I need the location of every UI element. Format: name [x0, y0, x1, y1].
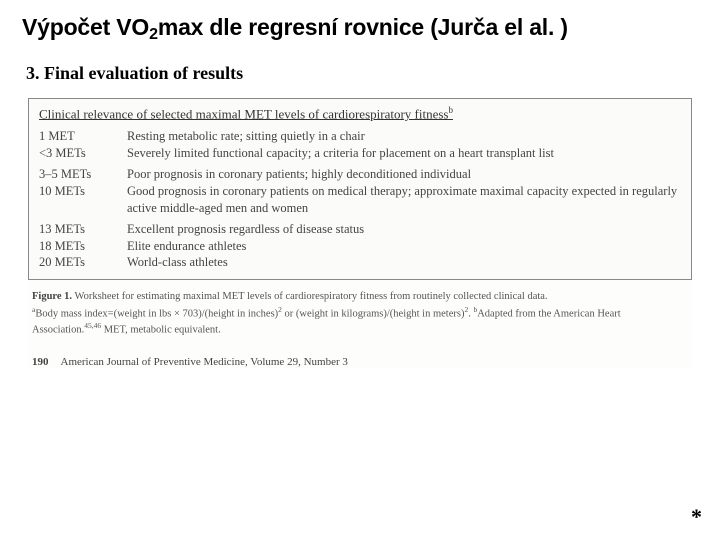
met-description: Resting metabolic rate; sitting quietly … — [127, 128, 681, 145]
table-row: 13 METsExcellent prognosis regardless of… — [39, 217, 681, 238]
table-row: 20 METsWorld-class athletes — [39, 254, 681, 271]
table-row: 3–5 METsPoor prognosis in coronary patie… — [39, 162, 681, 183]
figure-caption: Figure 1. Worksheet for estimating maxim… — [32, 290, 688, 338]
met-level: 3–5 METs — [39, 162, 127, 183]
met-description: Good prognosis in coronary patients on m… — [127, 183, 681, 217]
table-row: 1 METResting metabolic rate; sitting qui… — [39, 128, 681, 145]
met-level: <3 METs — [39, 145, 127, 162]
table-title-sup: b — [448, 105, 453, 115]
table-row: <3 METsSeverely limited functional capac… — [39, 145, 681, 162]
caption-t3: or (weight in kilograms)/(height in mete… — [282, 308, 465, 319]
met-description: Elite endurance athletes — [127, 238, 681, 255]
met-levels-table: 1 METResting metabolic rate; sitting qui… — [39, 128, 681, 271]
met-description: Severely limited functional capacity; a … — [127, 145, 681, 162]
caption-t2: Body mass index=(weight in lbs × 703)/(h… — [35, 308, 278, 319]
met-level: 10 METs — [39, 183, 127, 217]
footnote-asterisk: * — [691, 504, 702, 530]
scanned-figure: Clinical relevance of selected maximal M… — [28, 98, 692, 368]
table-row: 10 METsGood prognosis in coronary patien… — [39, 183, 681, 217]
slide-title: Výpočet VO2max dle regresní rovnice (Jur… — [22, 14, 698, 41]
met-level: 13 METs — [39, 217, 127, 238]
title-post: max dle regresní rovnice (Jurča el al. ) — [158, 14, 568, 40]
met-level: 20 METs — [39, 254, 127, 271]
title-sub: 2 — [149, 26, 158, 43]
met-description: World-class athletes — [127, 254, 681, 271]
title-pre: Výpočet VO — [22, 14, 149, 40]
met-description: Excellent prognosis regardless of diseas… — [127, 217, 681, 238]
journal-page: 190 — [32, 356, 49, 368]
journal-text: American Journal of Preventive Medicine,… — [61, 356, 348, 368]
met-level: 18 METs — [39, 238, 127, 255]
caption-label: Figure 1. — [32, 291, 72, 302]
caption-t1: Worksheet for estimating maximal MET lev… — [72, 291, 548, 302]
caption-t6: MET, metabolic equivalent. — [101, 325, 221, 336]
table-title: Clinical relevance of selected maximal M… — [39, 105, 681, 122]
journal-footer: 190 American Journal of Preventive Medici… — [32, 356, 688, 368]
caption-refs: 45,46 — [84, 321, 101, 330]
slide: Výpočet VO2max dle regresní rovnice (Jur… — [0, 0, 720, 540]
clinical-relevance-table: Clinical relevance of selected maximal M… — [28, 98, 692, 280]
table-row: 18 METsElite endurance athletes — [39, 238, 681, 255]
met-level: 1 MET — [39, 128, 127, 145]
table-title-text: Clinical relevance of selected maximal M… — [39, 106, 448, 121]
met-description: Poor prognosis in coronary patients; hig… — [127, 162, 681, 183]
section-heading: 3. Final evaluation of results — [26, 63, 698, 84]
